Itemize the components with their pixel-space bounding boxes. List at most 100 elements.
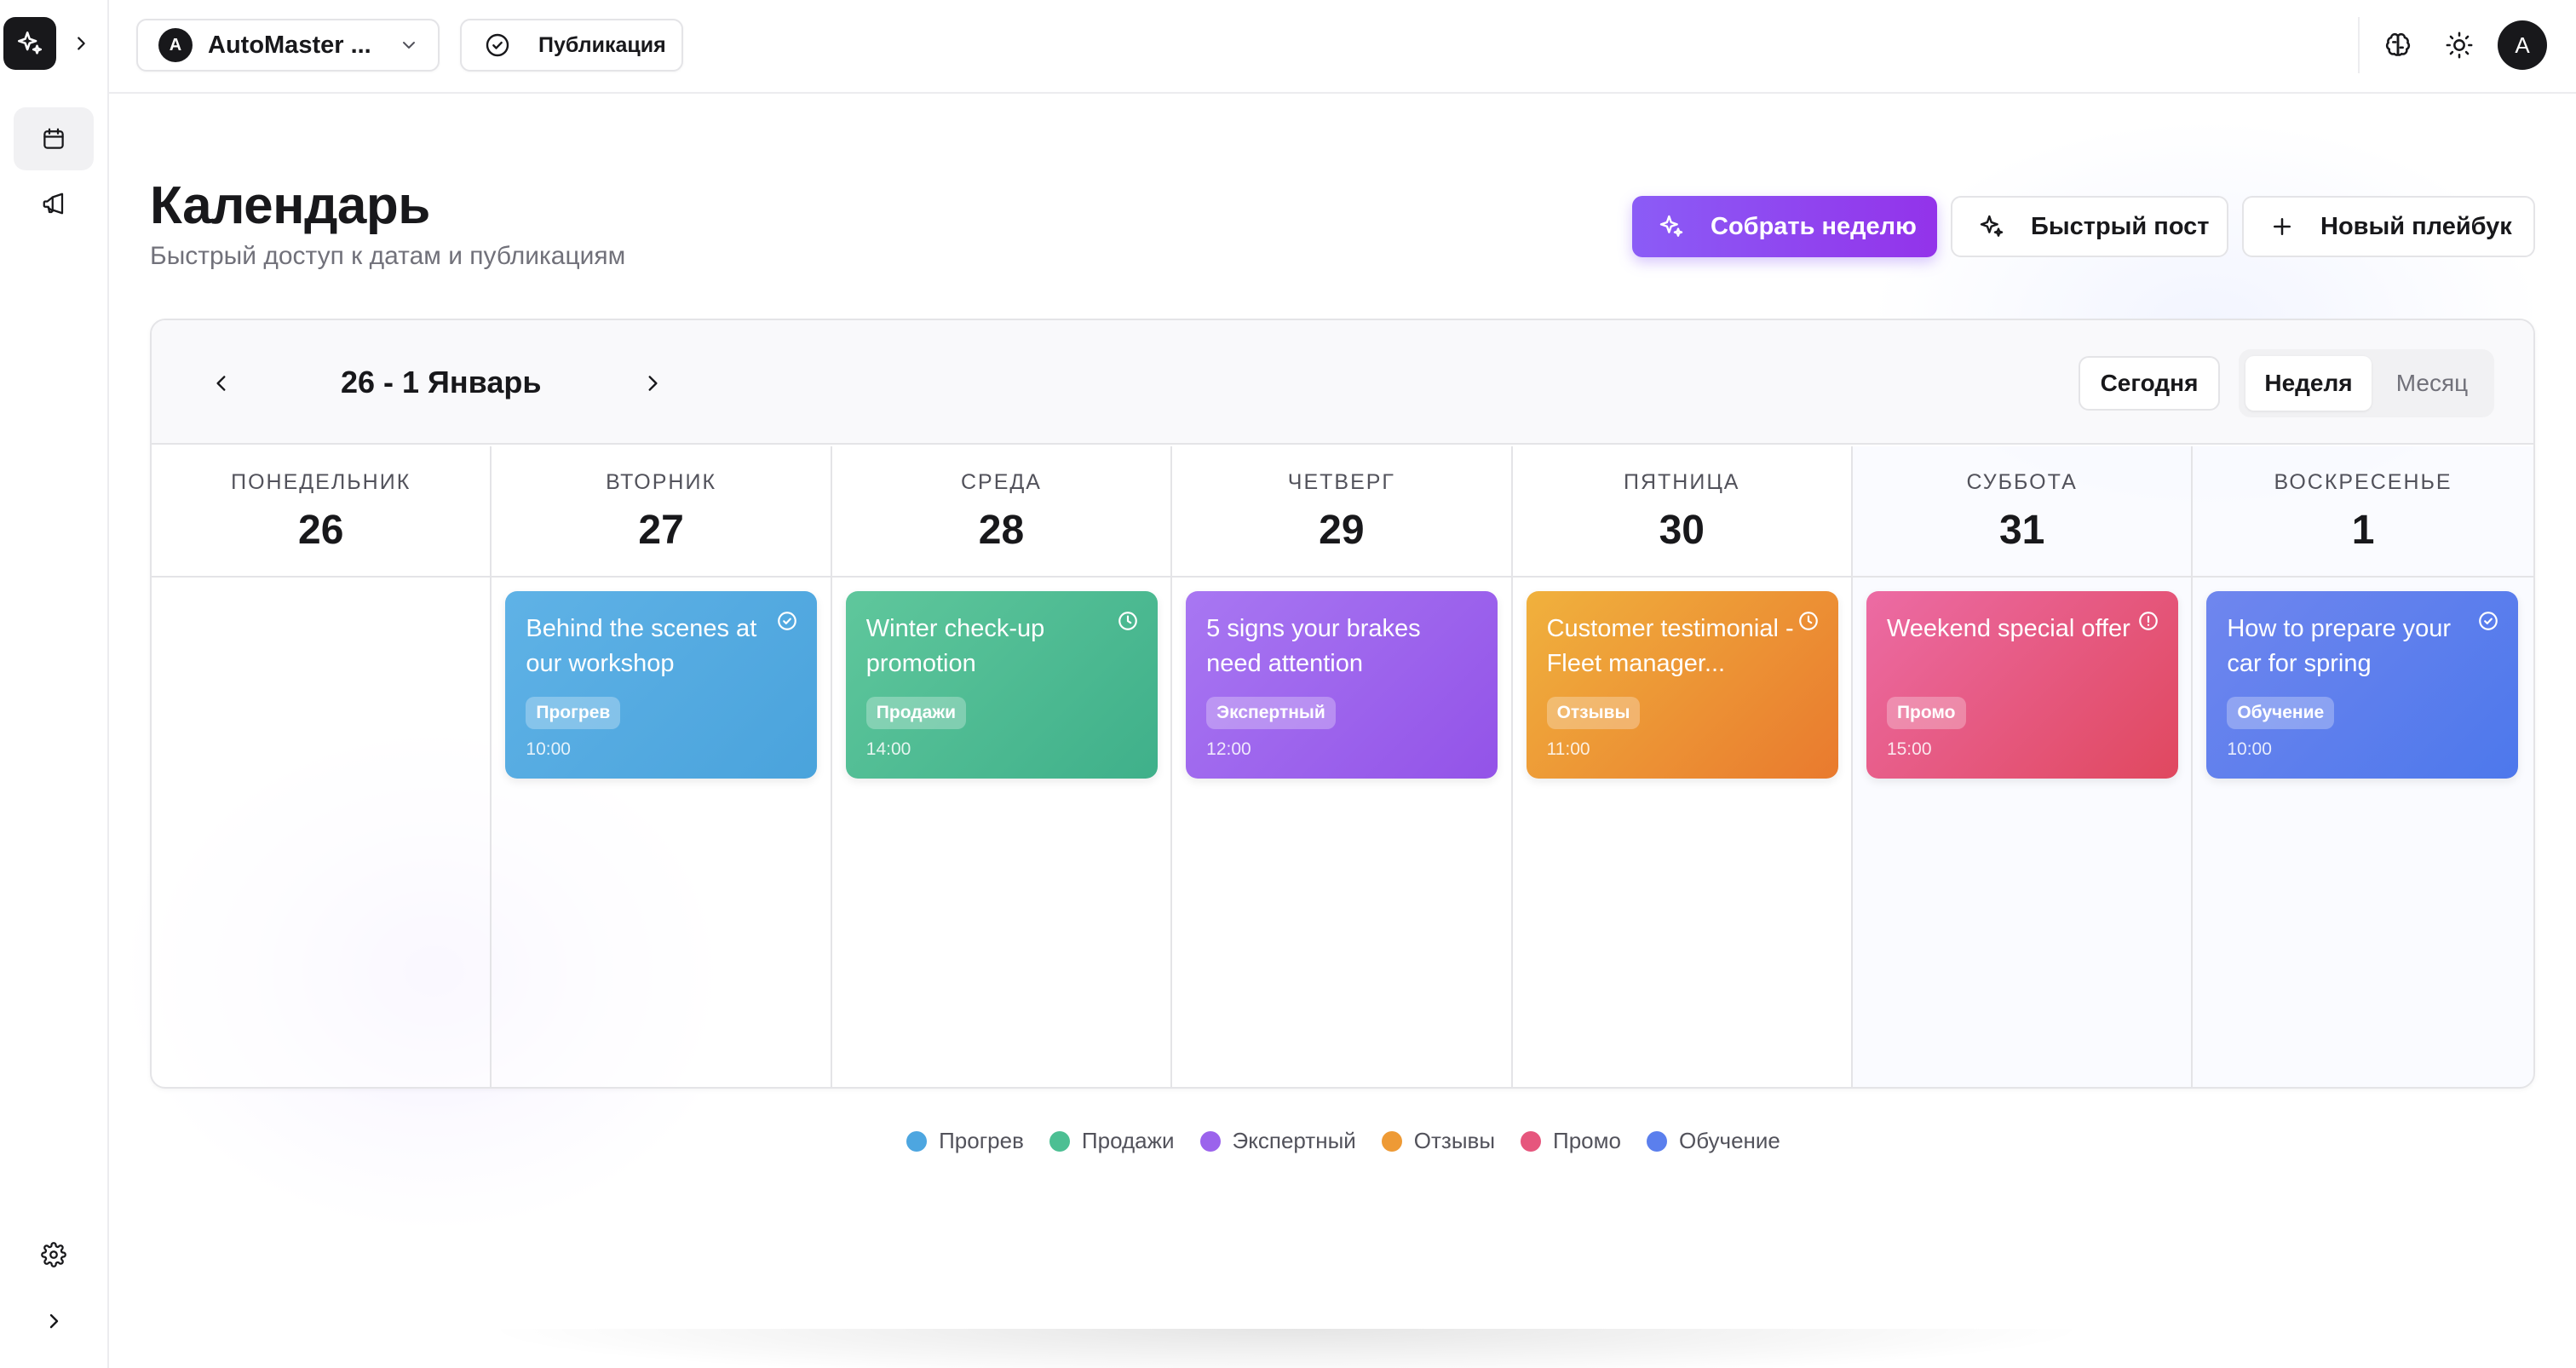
day-number: 31 (1998, 508, 2045, 553)
day-header: ЧЕТВЕРГ 29 (1172, 446, 1511, 578)
sidebar-item-campaigns[interactable] (14, 174, 94, 233)
legend-label: Обучение (1678, 1128, 1780, 1153)
check-circle-icon (778, 612, 797, 630)
publication-button[interactable]: Публикация (460, 19, 683, 72)
legend-item: Прогрев (906, 1128, 1024, 1154)
event-time: 10:00 (2227, 739, 2272, 759)
legend-item: Экспертный (1199, 1128, 1356, 1154)
workspace-avatar: A (158, 28, 193, 62)
alert-circle-icon (2139, 612, 2158, 630)
event-title: How to prepare your car for spring (2227, 615, 2452, 677)
view-month-tab[interactable]: Месяц (2395, 370, 2469, 396)
event-tag: Промо (1886, 697, 1966, 729)
legend-label: Продажи (1081, 1128, 1175, 1153)
legend-dot (906, 1130, 928, 1152)
sparkles-icon (1980, 215, 2004, 237)
today-button[interactable]: Сегодня (2079, 356, 2220, 411)
new-playbook-button[interactable]: Новый плейбук (2242, 196, 2535, 257)
calendar-icon (43, 128, 64, 149)
event-title: 5 signs your brakes need attention (1206, 615, 1421, 677)
event-card[interactable]: How to prepare your car for spring Обуче… (2206, 591, 2519, 779)
workspace-name: AutoMaster ... (208, 31, 371, 59)
settings-button[interactable] (26, 1227, 82, 1283)
legend-dot (1049, 1130, 1070, 1152)
legend-label: Промо (1553, 1128, 1621, 1153)
clock-icon (1798, 612, 1818, 630)
app-logo[interactable] (3, 17, 56, 70)
clock-icon (1118, 612, 1137, 630)
legend-dot (1199, 1130, 1221, 1152)
page-subtitle: Быстрый доступ к датам и публикациям (150, 242, 626, 270)
event-time: 14:00 (865, 739, 911, 759)
day-name: ПЯТНИЦА (1624, 470, 1740, 494)
legend-item: Промо (1521, 1128, 1621, 1154)
event-card[interactable]: Weekend special offer Промо 15:00 (1866, 591, 2178, 779)
legend-dot (1646, 1130, 1667, 1152)
expand-sidebar-button[interactable] (66, 29, 95, 58)
event-card[interactable]: Behind the scenes at our workshop Прогре… (505, 591, 818, 779)
day-header: ВТОРНИК 27 (492, 446, 831, 578)
user-avatar[interactable]: A (2498, 20, 2547, 70)
chevron-down-icon (403, 42, 415, 49)
event-time: 12:00 (1206, 739, 1251, 759)
legend-item: Продажи (1049, 1128, 1175, 1154)
day-column[interactable]: ВОСКРЕСЕНЬЕ 1 How to prepare your car fo… (2193, 446, 2533, 1087)
day-name: ЧЕТВЕРГ (1287, 470, 1395, 494)
chevron-left-icon (216, 376, 226, 391)
day-column[interactable]: СРЕДА 28 Winter check-up promotion Прода… (831, 446, 1173, 1087)
quick-post-button[interactable]: Быстрый пост (1951, 196, 2228, 257)
day-name: СРЕДА (960, 470, 1042, 494)
view-week-tab[interactable]: Неделя (2245, 356, 2372, 411)
week-grid: ПОНЕДЕЛЬНИК 26 ВТОРНИК 27 Behind the sce… (152, 446, 2533, 1087)
quick-post-label: Быстрый пост (2031, 212, 2210, 240)
page-title: Календарь (150, 176, 430, 235)
build-week-label: Собрать неделю (1711, 212, 1917, 240)
day-number: 27 (638, 508, 684, 553)
day-number: 1 (2351, 508, 2375, 553)
sparkles-icon (1659, 215, 1683, 237)
workspace-select[interactable]: A AutoMaster ... (136, 19, 440, 72)
day-number: 26 (298, 508, 344, 553)
check-circle-icon (486, 33, 509, 57)
day-header: ПОНЕДЕЛЬНИК 26 (152, 446, 491, 578)
event-title: Behind the scenes at our workshop (526, 615, 757, 677)
event-tag: Продажи (865, 697, 967, 729)
day-column[interactable]: ЧЕТВЕРГ 29 5 signs your brakes need atte… (1172, 446, 1513, 1087)
view-toggle: Неделя Месяц (2239, 349, 2494, 417)
ai-brain-button[interactable] (2377, 24, 2419, 66)
day-column[interactable]: ВТОРНИК 27 Behind the scenes at our work… (492, 446, 832, 1087)
day-name: ПОНЕДЕЛЬНИК (231, 470, 411, 494)
legend-item: Обучение (1646, 1128, 1780, 1154)
megaphone-icon (43, 193, 64, 215)
expand-sidebar-bottom-button[interactable] (26, 1293, 82, 1349)
sidebar-rail (0, 0, 109, 1368)
theme-toggle-button[interactable] (2438, 24, 2481, 66)
event-card[interactable]: Winter check-up promotion Продажи 14:00 (845, 591, 1158, 779)
event-tag: Отзывы (1546, 697, 1641, 729)
event-card[interactable]: 5 signs your brakes need attention Экспе… (1186, 591, 1498, 779)
day-header: ВОСКРЕСЕНЬЕ 1 (2193, 446, 2533, 578)
brain-icon (2385, 32, 2411, 56)
event-tag: Прогрев (526, 697, 621, 729)
calendar-card: 26 - 1 Январь Сегодня Неделя Месяц ПОНЕД… (150, 319, 2535, 1089)
day-header: СРЕДА 28 (831, 446, 1171, 578)
event-tag: Экспертный (1206, 697, 1336, 729)
day-header: ПЯТНИЦА 30 (1512, 446, 1851, 578)
top-bar: A AutoMaster ... Публикация A (109, 0, 2576, 94)
day-column[interactable]: СУББОТА 31 Weekend special offer Промо 1… (1852, 446, 2194, 1087)
check-circle-icon (2479, 612, 2498, 630)
event-tag: Обучение (2227, 697, 2335, 729)
build-week-button[interactable]: Собрать неделю (1632, 196, 1937, 257)
new-playbook-label: Новый плейбук (2320, 212, 2512, 240)
event-title: Weekend special offer (1886, 615, 2130, 642)
event-card[interactable]: Customer testimonial - Fleet manager... … (1526, 591, 1838, 779)
day-column[interactable]: ПЯТНИЦА 30 Customer testimonial - Fleet … (1512, 446, 1853, 1087)
event-time: 11:00 (1546, 739, 1590, 759)
sidebar-item-calendar[interactable] (14, 107, 94, 170)
day-column[interactable]: ПОНЕДЕЛЬНИК 26 (152, 446, 492, 1087)
next-week-button[interactable] (634, 365, 671, 402)
previous-week-button[interactable] (203, 365, 240, 402)
event-time: 15:00 (1886, 739, 1932, 759)
legend-label: Отзывы (1413, 1128, 1496, 1153)
date-range-label: 26 - 1 Январь (341, 365, 542, 399)
